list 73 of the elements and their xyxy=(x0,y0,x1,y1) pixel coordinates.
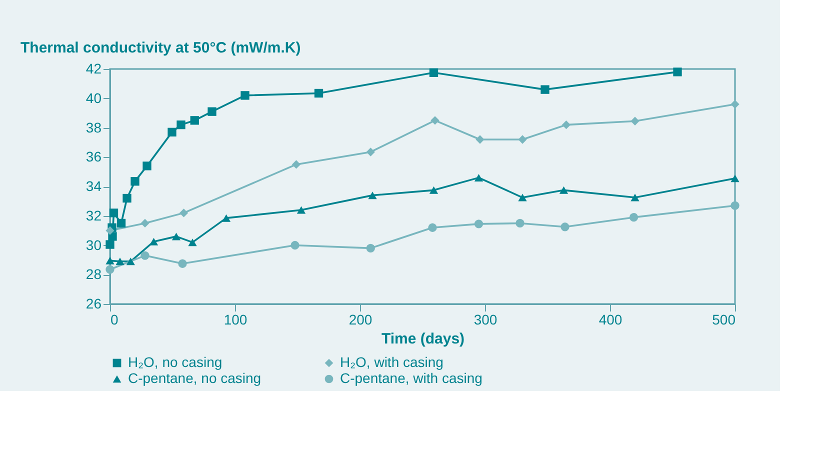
y-tick-label: 28 xyxy=(86,266,102,282)
point xyxy=(430,116,440,125)
point xyxy=(730,100,740,109)
x-tick-label: 200 xyxy=(348,312,372,328)
point xyxy=(730,201,740,210)
y-tick-label: 42 xyxy=(86,60,102,76)
y-tick-label: 38 xyxy=(86,119,102,136)
point xyxy=(208,107,216,116)
point xyxy=(190,116,199,125)
legend-label: C-pentane, with casing xyxy=(340,370,482,386)
point xyxy=(292,160,301,169)
point xyxy=(474,174,484,182)
point xyxy=(518,194,527,202)
y-axis-title: Thermal conductivity at 50°C (mW/m.K) xyxy=(20,40,301,56)
point xyxy=(106,265,114,274)
point xyxy=(516,218,524,228)
point xyxy=(179,208,188,218)
x-axis-title: Time (days) xyxy=(381,330,465,348)
legend-label: H₂O, with casing xyxy=(340,354,444,370)
point xyxy=(188,238,197,246)
point xyxy=(428,223,437,232)
point xyxy=(540,85,550,94)
y-tick-label: 34 xyxy=(86,178,102,194)
y-tick-label: 30 xyxy=(86,236,102,253)
y-tick-label: 36 xyxy=(86,148,102,165)
point xyxy=(429,186,438,194)
point xyxy=(140,251,150,260)
x-tick-label: 400 xyxy=(598,312,622,328)
x-tick-label: 100 xyxy=(224,312,248,328)
point xyxy=(178,259,187,268)
point xyxy=(518,135,527,144)
point xyxy=(474,220,484,228)
point xyxy=(366,148,375,156)
point xyxy=(366,244,375,253)
point xyxy=(122,194,132,203)
point xyxy=(476,135,484,144)
point xyxy=(673,68,682,76)
x-tick-label: 500 xyxy=(712,312,736,328)
point xyxy=(130,177,140,186)
point xyxy=(730,174,740,182)
legend-label: H₂O, no casing xyxy=(128,354,222,370)
point xyxy=(630,194,640,202)
point xyxy=(106,226,114,235)
point xyxy=(126,258,135,266)
point xyxy=(116,218,126,228)
x-tick-label: 0 xyxy=(110,312,118,328)
point xyxy=(560,222,570,232)
point xyxy=(140,218,150,228)
y-tick-label: 40 xyxy=(86,90,102,106)
point xyxy=(108,232,117,241)
point xyxy=(368,192,377,200)
point xyxy=(629,213,638,222)
point xyxy=(562,120,571,130)
point xyxy=(559,186,568,194)
point xyxy=(116,258,124,266)
point xyxy=(142,162,152,170)
point xyxy=(176,120,186,130)
point xyxy=(172,232,181,240)
point xyxy=(106,256,114,264)
point xyxy=(222,214,231,222)
point xyxy=(314,88,324,98)
x-tick-label: 300 xyxy=(474,312,498,328)
point xyxy=(106,240,114,249)
point xyxy=(109,208,118,218)
point xyxy=(168,128,176,136)
point xyxy=(240,91,250,100)
y-tick-label: 32 xyxy=(86,207,102,224)
point xyxy=(296,206,306,214)
legend-label: C-pentane, no casing xyxy=(128,370,262,386)
point xyxy=(630,116,640,126)
y-tick-label: 26 xyxy=(86,296,102,312)
point xyxy=(429,68,438,77)
point xyxy=(290,240,300,250)
